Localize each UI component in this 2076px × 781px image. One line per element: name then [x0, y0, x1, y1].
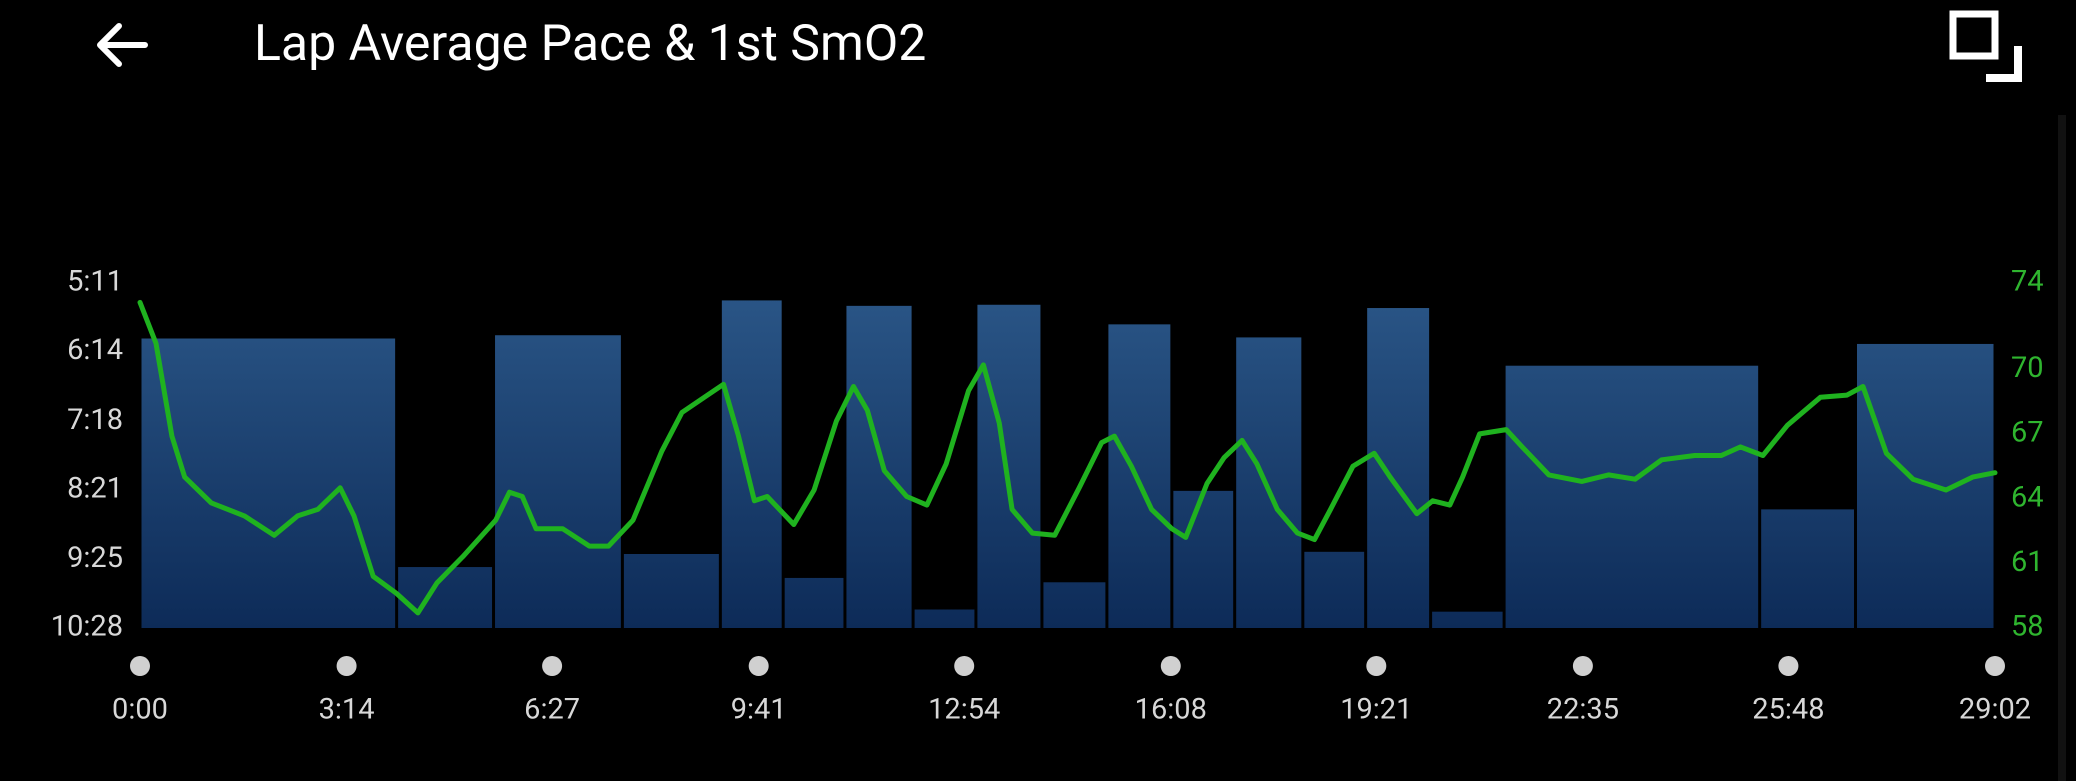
- x-tick-dot: [1366, 656, 1387, 676]
- x-tick-dot: [748, 656, 769, 676]
- y-tick-label: 8:21: [67, 471, 123, 505]
- lap-bar: [1367, 308, 1430, 628]
- y2-tick-label: 67: [2011, 416, 2044, 450]
- y2-tick-label: 70: [2011, 351, 2044, 385]
- x-tick-label: 25:48: [1752, 693, 1824, 727]
- y2-tick-label: 74: [2011, 265, 2044, 299]
- lap-bar: [1432, 611, 1503, 628]
- y-tick-label: 6:14: [67, 333, 123, 367]
- y2-tick-label: 58: [2011, 610, 2044, 644]
- chart-title: Lap Average Pace & 1st SmO2: [254, 15, 926, 73]
- lap-bar: [1304, 551, 1365, 628]
- x-tick-label: 19:21: [1340, 693, 1412, 727]
- lap-bar: [721, 300, 782, 628]
- lap-bar: [1761, 509, 1855, 628]
- y2-tick-label: 61: [2011, 545, 2044, 579]
- expand-icon-corner: [1986, 46, 2022, 82]
- lap-bar: [1505, 365, 1759, 628]
- lap-bar: [1108, 324, 1171, 628]
- y-tick-label: 7:18: [67, 403, 123, 437]
- lap-bar: [495, 335, 621, 628]
- lap-bar: [1173, 490, 1234, 628]
- y-tick-label: 5:11: [67, 265, 123, 299]
- x-tick-label: 3:14: [319, 693, 375, 727]
- lap-bar: [977, 304, 1041, 628]
- lap-bar: [1236, 337, 1302, 628]
- lap-bar: [1043, 582, 1106, 628]
- x-tick-label: 22:35: [1547, 693, 1619, 727]
- x-tick-dot: [130, 656, 150, 676]
- lap-bar: [623, 553, 719, 628]
- y2-tick-label: 64: [2011, 480, 2044, 514]
- x-tick-dot: [336, 656, 357, 676]
- lap-bar: [846, 305, 912, 628]
- x-tick-label: 9:41: [731, 693, 787, 727]
- x-tick-dot: [1572, 656, 1593, 676]
- x-tick-dot: [954, 656, 975, 676]
- back-arrow: [97, 23, 148, 67]
- y-tick-label: 9:25: [67, 541, 123, 575]
- lap-bar: [141, 338, 396, 628]
- x-tick-label: 0:00: [112, 693, 168, 727]
- x-tick-dot: [1985, 656, 2005, 676]
- lap-bar: [1857, 343, 1994, 628]
- lap-bar: [914, 609, 975, 628]
- x-tick-label: 12:54: [928, 693, 1000, 727]
- x-tick-dot: [542, 656, 563, 676]
- x-tick-label: 6:27: [524, 693, 580, 727]
- expand-button[interactable]: [1949, 10, 2022, 82]
- expand-icon-box: [1949, 10, 1999, 60]
- x-tick-dot: [1160, 656, 1181, 676]
- scroll-edge: [2058, 115, 2066, 781]
- x-tick-label: 29:02: [1959, 693, 2031, 727]
- y-tick-label: 10:28: [51, 610, 123, 644]
- back-button[interactable]: [97, 23, 148, 67]
- x-tick-label: 16:08: [1135, 693, 1207, 727]
- lap-bar: [784, 577, 844, 628]
- x-tick-dot: [1778, 656, 1799, 676]
- smo2-line: [137, 299, 1998, 616]
